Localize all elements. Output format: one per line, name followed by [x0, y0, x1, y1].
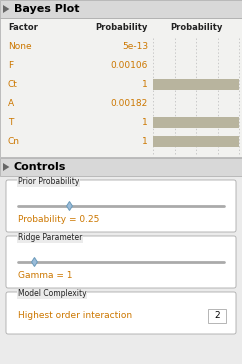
Text: Cn: Cn [8, 137, 20, 146]
Text: T: T [8, 118, 13, 127]
FancyBboxPatch shape [153, 116, 239, 128]
Polygon shape [67, 202, 72, 210]
Text: Model Complexity: Model Complexity [18, 289, 87, 298]
Text: Ridge Parameter: Ridge Parameter [18, 233, 82, 242]
Text: Prior Probability: Prior Probability [18, 178, 79, 186]
Text: F: F [8, 61, 13, 70]
FancyBboxPatch shape [208, 309, 226, 323]
FancyBboxPatch shape [0, 158, 242, 176]
Text: Ct: Ct [8, 80, 18, 89]
Text: Probability: Probability [170, 23, 222, 32]
Text: 1: 1 [142, 80, 148, 89]
FancyBboxPatch shape [0, 176, 242, 364]
Text: 5e-13: 5e-13 [122, 42, 148, 51]
Text: Probability = 0.25: Probability = 0.25 [18, 215, 99, 225]
FancyBboxPatch shape [153, 79, 239, 90]
FancyBboxPatch shape [153, 136, 239, 147]
Text: 0.00182: 0.00182 [111, 99, 148, 108]
Polygon shape [31, 257, 38, 266]
Text: Highest order interaction: Highest order interaction [18, 312, 132, 320]
Text: 2: 2 [214, 312, 220, 320]
Text: Factor: Factor [8, 23, 38, 32]
FancyBboxPatch shape [0, 0, 242, 18]
FancyBboxPatch shape [0, 18, 242, 157]
Text: None: None [8, 42, 32, 51]
Text: Probability: Probability [96, 23, 148, 32]
Text: 1: 1 [142, 118, 148, 127]
Text: Gamma = 1: Gamma = 1 [18, 272, 73, 281]
FancyBboxPatch shape [6, 180, 236, 232]
Text: Controls: Controls [14, 162, 66, 172]
Text: 0.00106: 0.00106 [111, 61, 148, 70]
FancyBboxPatch shape [6, 236, 236, 288]
Text: A: A [8, 99, 14, 108]
Polygon shape [3, 5, 9, 13]
Polygon shape [3, 163, 9, 171]
FancyBboxPatch shape [6, 292, 236, 334]
Text: 1: 1 [142, 137, 148, 146]
Text: Bayes Plot: Bayes Plot [14, 4, 80, 14]
